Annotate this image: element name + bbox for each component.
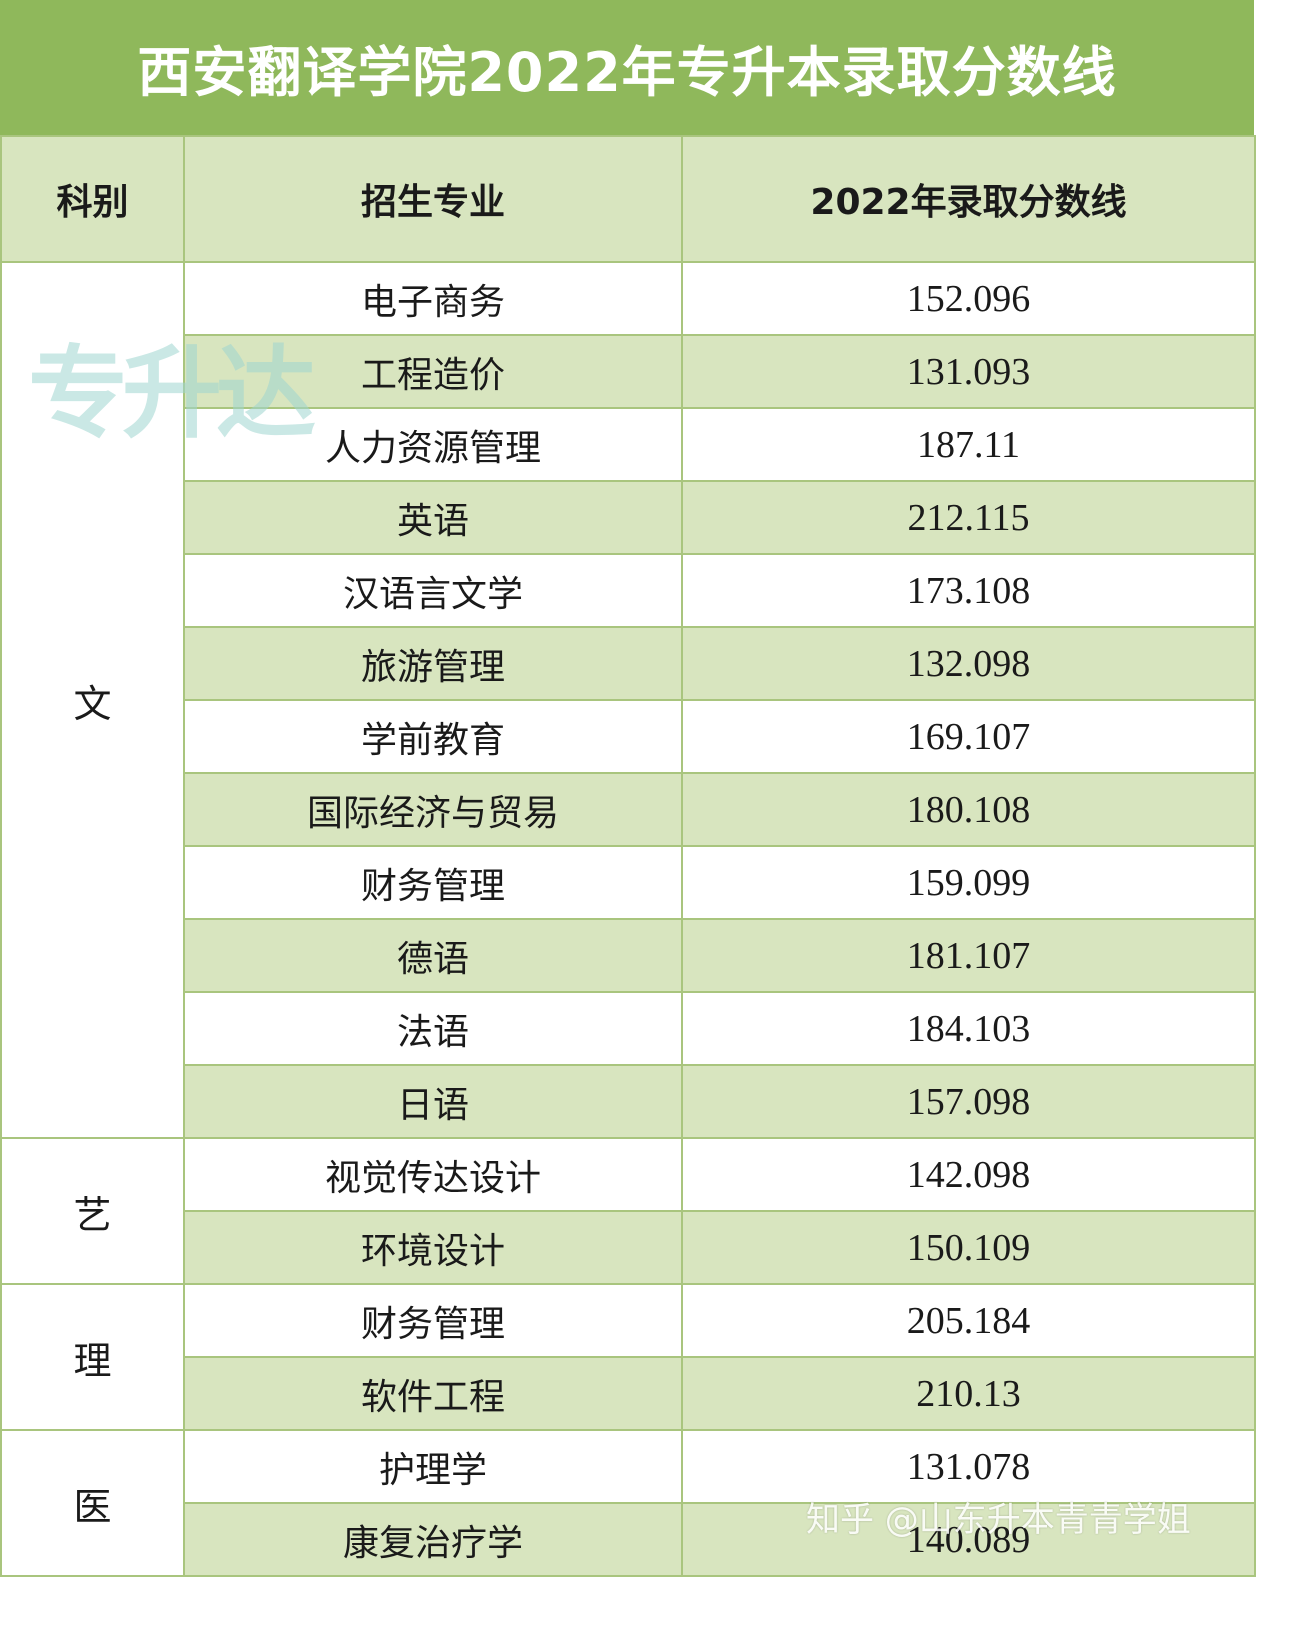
category-cell: 文 bbox=[0, 261, 185, 1139]
major-cell: 德语 bbox=[183, 918, 683, 993]
score-table: 科别 招生专业 2022年录取分数线 文电子商务 152.096 工程造价 131.0… bbox=[0, 135, 1256, 1577]
score-cell: 131.078 bbox=[681, 1429, 1256, 1504]
score-cell: 150.109 bbox=[681, 1210, 1256, 1285]
header-major: 招生专业 bbox=[183, 135, 683, 263]
major-cell: 英语 bbox=[183, 480, 683, 555]
category-cell: 理 bbox=[0, 1283, 185, 1431]
score-cell: 173.108 bbox=[681, 553, 1256, 628]
score-cell: 181.107 bbox=[681, 918, 1256, 993]
header-score: 2022年录取分数线 bbox=[681, 135, 1256, 263]
table-row: 法语 184.103 bbox=[1, 991, 1256, 1066]
major-cell: 工程造价 bbox=[183, 334, 683, 409]
header-category: 科别 bbox=[0, 135, 185, 263]
score-cell: 187.11 bbox=[681, 407, 1256, 482]
table-row: 艺视觉传达设计 142.098 bbox=[0, 1137, 1256, 1285]
table-row: 医护理学 131.078 bbox=[0, 1429, 1256, 1577]
title-bar: 西安翻译学院2022年专升本录取分数线 bbox=[0, 0, 1254, 135]
score-cell: 212.115 bbox=[681, 480, 1256, 555]
table-row: 旅游管理 132.098 bbox=[1, 626, 1256, 701]
table-row: 财务管理 159.099 bbox=[1, 845, 1256, 920]
score-cell: 142.098 bbox=[681, 1137, 1256, 1212]
score-cell: 132.098 bbox=[681, 626, 1256, 701]
score-cell: 184.103 bbox=[681, 991, 1256, 1066]
major-cell: 人力资源管理 bbox=[183, 407, 683, 482]
score-cell: 205.184 bbox=[681, 1283, 1256, 1358]
table-row: 英语 212.115 bbox=[1, 480, 1256, 555]
table-row: 环境设计 150.109 bbox=[1, 1210, 1256, 1285]
major-cell: 康复治疗学 bbox=[183, 1502, 683, 1577]
major-cell: 法语 bbox=[183, 991, 683, 1066]
category-cell: 医 bbox=[0, 1429, 185, 1577]
major-cell: 日语 bbox=[183, 1064, 683, 1139]
table-row: 文电子商务 152.096 bbox=[0, 261, 1256, 1139]
score-cell: 210.13 bbox=[681, 1356, 1256, 1431]
major-cell: 旅游管理 bbox=[183, 626, 683, 701]
major-cell: 软件工程 bbox=[183, 1356, 683, 1431]
table-row: 学前教育 169.107 bbox=[1, 699, 1256, 774]
page-title: 西安翻译学院2022年专升本录取分数线 bbox=[137, 41, 1117, 104]
major-cell: 环境设计 bbox=[183, 1210, 683, 1285]
score-cell: 169.107 bbox=[681, 699, 1256, 774]
score-cell: 157.098 bbox=[681, 1064, 1256, 1139]
table-row: 工程造价 131.093 bbox=[1, 334, 1256, 409]
major-cell: 护理学 bbox=[183, 1429, 683, 1504]
major-cell: 视觉传达设计 bbox=[183, 1137, 683, 1212]
major-cell: 财务管理 bbox=[183, 845, 683, 920]
score-cell: 180.108 bbox=[681, 772, 1256, 847]
major-cell: 国际经济与贸易 bbox=[183, 772, 683, 847]
table-body: 文电子商务 152.096 工程造价 131.093 人力资源管理 187.11 英语 212… bbox=[0, 261, 1256, 1577]
score-cell: 159.099 bbox=[681, 845, 1256, 920]
table-row: 德语 181.107 bbox=[1, 918, 1256, 993]
table-row: 人力资源管理 187.11 bbox=[1, 407, 1256, 482]
major-cell: 财务管理 bbox=[183, 1283, 683, 1358]
score-cell: 140.089 bbox=[681, 1502, 1256, 1577]
table-row: 汉语言文学 173.108 bbox=[1, 553, 1256, 628]
table-row: 软件工程 210.13 bbox=[1, 1356, 1256, 1431]
category-cell: 艺 bbox=[0, 1137, 185, 1285]
major-cell: 学前教育 bbox=[183, 699, 683, 774]
table-row: 康复治疗学 140.089 bbox=[1, 1502, 1256, 1577]
header-row: 科别 招生专业 2022年录取分数线 bbox=[0, 135, 1256, 263]
table-row: 理财务管理 205.184 bbox=[0, 1283, 1256, 1431]
major-cell: 电子商务 bbox=[183, 261, 683, 336]
score-cell: 152.096 bbox=[681, 261, 1256, 336]
table-row: 日语 157.098 bbox=[1, 1064, 1256, 1139]
score-cell: 131.093 bbox=[681, 334, 1256, 409]
table-row: 国际经济与贸易 180.108 bbox=[1, 772, 1256, 847]
major-cell: 汉语言文学 bbox=[183, 553, 683, 628]
